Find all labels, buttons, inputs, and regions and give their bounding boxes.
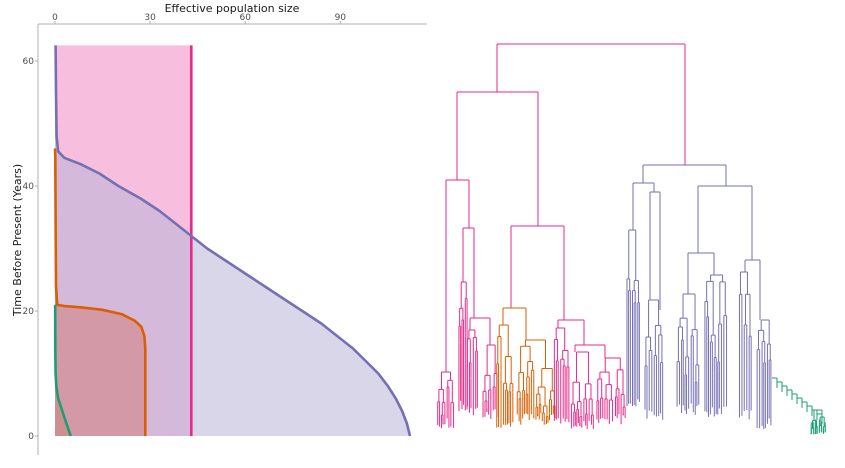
x-tick-label: 0 bbox=[52, 13, 58, 23]
y-tick-label: 20 bbox=[23, 307, 35, 317]
y-tick-label: 60 bbox=[23, 57, 35, 67]
y-axis-title: Time Before Present (Years) bbox=[11, 164, 24, 317]
y-axis-ticks: 0 20 40 60 bbox=[23, 57, 38, 442]
series-2-line bbox=[53, 148, 147, 436]
population-size-chart: 0 30 60 90 0 20 40 60 Effective population siz… bbox=[11, 2, 427, 455]
area-fills bbox=[55, 45, 410, 436]
series-lines bbox=[53, 45, 412, 437]
x-tick-label: 30 bbox=[144, 13, 156, 23]
series-2-area bbox=[55, 148, 146, 436]
x-axis-title: Effective population size bbox=[165, 2, 300, 15]
phylogenetic-tree bbox=[437, 43, 826, 435]
series-3-line bbox=[53, 304, 73, 437]
x-tick-label: 90 bbox=[335, 13, 347, 23]
x-axis-ticks: 0 30 60 90 bbox=[52, 13, 346, 24]
x-tick-label: 60 bbox=[239, 13, 251, 23]
series-1-line bbox=[54, 45, 412, 437]
y-tick-label: 0 bbox=[28, 432, 34, 442]
y-tick-label: 40 bbox=[23, 182, 35, 192]
